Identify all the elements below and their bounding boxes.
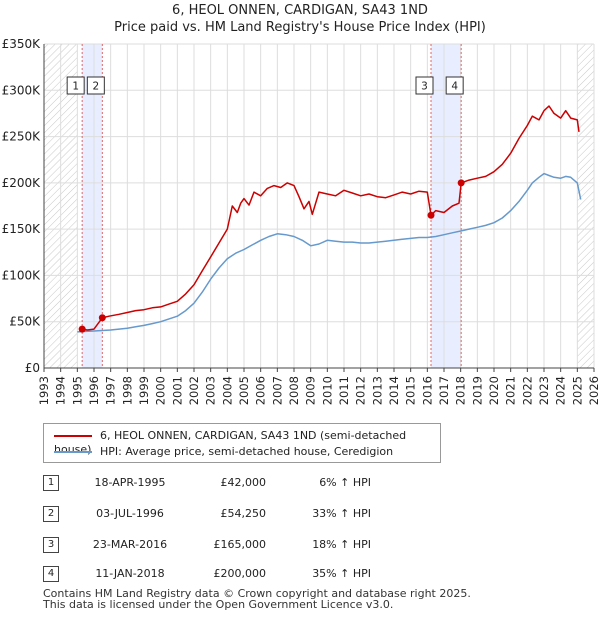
sale-point [98, 314, 106, 322]
x-tick-label: 1997 [104, 376, 118, 405]
sale-price: £42,000 [220, 476, 267, 489]
chart-subtitle: Price paid vs. HM Land Registry's House … [114, 20, 486, 35]
x-tick-label: 2023 [537, 376, 551, 405]
x-tick-label: 2017 [437, 376, 451, 405]
price-chart: 1 2 3 4 £0 £50K £100K £150K £200K £250K £300K £350… [2, 37, 600, 405]
legend-item-price: 6, HEOL ONNEN, CARDIGAN, SA43 1ND (semi-… [54, 429, 440, 456]
sale-date: 18-APR-1995 [94, 476, 166, 489]
sale-price: £54,250 [220, 507, 267, 520]
x-tick-label: 2025 [570, 376, 584, 405]
hpi-series-line [77, 172, 582, 333]
x-tick-label: 2013 [370, 376, 384, 405]
x-tick-label: 2014 [387, 376, 401, 405]
x-tick-label: 2005 [237, 376, 251, 405]
price-paid-series-line [82, 105, 580, 331]
sale-number-badge: 4 [43, 566, 59, 582]
sale-badge-number: 2 [92, 81, 99, 93]
x-tick-label: 2021 [504, 376, 518, 405]
sales-row: 2 03-JUL-1996 £54,250 33% ↑ HPI [0, 505, 600, 523]
chart-title: 6, HEOL ONNEN, CARDIGAN, SA43 1ND [172, 3, 428, 18]
x-tick-label: 2003 [204, 376, 218, 405]
sale-date: 11-JAN-2018 [95, 567, 165, 580]
sale-number-badge: 2 [43, 506, 59, 522]
y-tick-label: £0 [25, 361, 40, 375]
x-tick-label: 2006 [254, 376, 268, 405]
x-tick-label: 2004 [220, 376, 234, 405]
sale-badge-box [86, 76, 105, 95]
sale-price: £165,000 [213, 538, 267, 551]
x-tick-label: 2020 [487, 376, 501, 405]
y-tick-label: £50K [9, 315, 41, 329]
sale-badge-number: 4 [451, 81, 458, 93]
x-tick-label: 1999 [137, 376, 151, 405]
x-tick-label: 1994 [54, 376, 68, 405]
sale-badge-number: 3 [421, 81, 428, 93]
sale-hpi-change: 35% ↑ HPI [312, 567, 371, 580]
x-tick-label: 2011 [337, 376, 351, 405]
x-tick-label: 2000 [154, 376, 168, 405]
x-tick-label: 2009 [304, 376, 318, 405]
legend-item-hpi: HPI: Average price, semi-detached house,… [54, 445, 393, 459]
x-tick-label: 1993 [37, 376, 51, 405]
x-tick-label: 1998 [120, 376, 134, 405]
x-tick-label: 2019 [470, 376, 484, 405]
y-tick-label: £200K [2, 176, 42, 190]
sale-badge-box [445, 76, 464, 95]
sale-hpi-change: 6% ↑ HPI [319, 476, 371, 489]
y-tick-label: £350K [2, 37, 42, 51]
x-tick-label: 2022 [520, 376, 534, 405]
footer-note: Contains HM Land Registry data © Crown c… [43, 588, 583, 610]
x-tick-label: 2026 [587, 376, 600, 405]
sale-date: 03-JUL-1996 [96, 507, 164, 520]
x-tick-label: 2001 [170, 376, 184, 405]
y-tick-label: £150K [2, 222, 42, 236]
sale-period-shade [431, 44, 462, 368]
sale-point [78, 325, 86, 333]
y-tick-label: £250K [2, 130, 42, 144]
sale-number-badge: 1 [43, 475, 59, 491]
y-tick-label: £300K [2, 83, 42, 97]
sale-badge-number: 1 [72, 81, 79, 93]
x-tick-label: 2012 [354, 376, 368, 405]
x-tick-label: 1996 [87, 376, 101, 405]
sale-price: £200,000 [213, 567, 267, 580]
chart-legend: 6, HEOL ONNEN, CARDIGAN, SA43 1ND (semi-… [43, 423, 441, 463]
sale-number-badge: 3 [43, 537, 59, 553]
x-tick-label: 2024 [554, 376, 568, 405]
sale-point [427, 211, 435, 219]
y-tick-label: £100K [2, 268, 42, 282]
x-tick-label: 2008 [287, 376, 301, 405]
x-tick-label: 2015 [404, 376, 418, 405]
sale-badge-box [66, 76, 85, 95]
footer-line-1: Contains HM Land Registry data © Crown c… [43, 587, 471, 600]
sale-badge-box [415, 76, 434, 95]
sales-row: 1 18-APR-1995 £42,000 6% ↑ HPI [0, 474, 600, 492]
legend-swatch-hpi [54, 451, 92, 453]
x-tick-label: 2010 [320, 376, 334, 405]
sale-period-shade [82, 44, 103, 368]
sales-row: 4 11-JAN-2018 £200,000 35% ↑ HPI [0, 565, 600, 583]
sale-hpi-change: 18% ↑ HPI [312, 538, 371, 551]
sale-date: 23-MAR-2016 [92, 538, 168, 551]
legend-label-hpi: HPI: Average price, semi-detached house,… [100, 445, 394, 458]
sales-row: 3 23-MAR-2016 £165,000 18% ↑ HPI [0, 536, 600, 554]
x-tick-label: 2018 [454, 376, 468, 405]
legend-swatch-price [54, 435, 92, 437]
hatched-region [577, 44, 594, 368]
x-tick-label: 1995 [70, 376, 84, 405]
x-tick-label: 2002 [187, 376, 201, 405]
footer-line-2: This data is licensed under the Open Gov… [43, 598, 394, 611]
sale-hpi-change: 33% ↑ HPI [312, 507, 371, 520]
sale-point [457, 179, 465, 187]
x-tick-label: 2007 [270, 376, 284, 405]
chart-title-block: 6, HEOL ONNEN, CARDIGAN, SA43 1ND Price … [0, 2, 600, 36]
x-tick-label: 2016 [420, 376, 434, 405]
